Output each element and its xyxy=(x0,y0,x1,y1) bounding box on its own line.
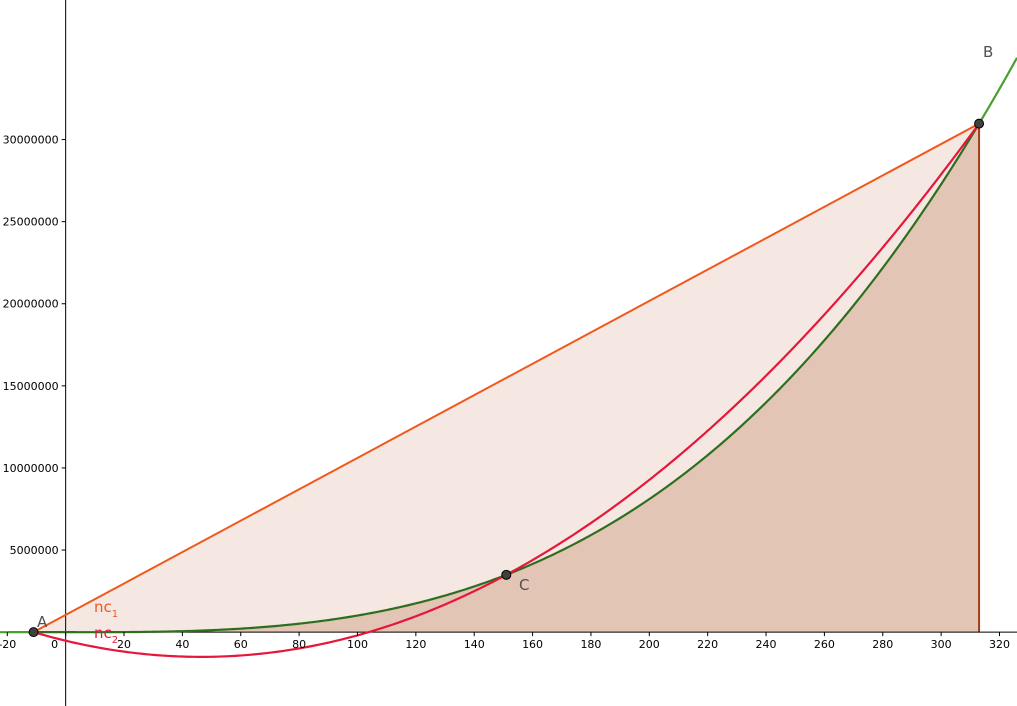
x-tick-label: 20 xyxy=(117,638,131,651)
label-nc1-sub: 1 xyxy=(112,609,118,620)
chord-line-nc1 xyxy=(33,122,980,634)
x-tick-label: 40 xyxy=(175,638,189,651)
x-tick-label: 200 xyxy=(639,638,660,651)
x-tick-label: 160 xyxy=(522,638,543,651)
points xyxy=(28,118,985,638)
x-tick-label: -20 xyxy=(0,638,16,651)
x-tick-label: 320 xyxy=(989,638,1010,651)
label-c: C xyxy=(519,576,529,594)
cubic-curve-right xyxy=(978,57,1017,125)
point-c xyxy=(501,569,512,580)
x-tick-label: 60 xyxy=(234,638,248,651)
curve-labels: A B C nc1 nc2 xyxy=(37,43,993,646)
y-tick-label: 15000000 xyxy=(3,380,59,393)
point-a xyxy=(28,627,39,638)
x-tick-label: 140 xyxy=(464,638,485,651)
x-tick-label: 300 xyxy=(931,638,952,651)
y-tick-label: 5000000 xyxy=(10,544,59,557)
x-tick-label: 220 xyxy=(697,638,718,651)
label-nc2: nc2 xyxy=(94,624,118,646)
y-tick-label: 10000000 xyxy=(3,462,59,475)
point-b xyxy=(974,118,985,129)
x-tick-label: 280 xyxy=(872,638,893,651)
label-nc1-main: nc xyxy=(94,598,112,616)
label-nc2-sub: 2 xyxy=(112,635,118,646)
x-tick-label: 100 xyxy=(347,638,368,651)
y-tick-label: 25000000 xyxy=(3,216,59,229)
label-nc1: nc1 xyxy=(94,598,118,620)
region-cubic-area xyxy=(33,123,980,633)
x-tick-label: 180 xyxy=(580,638,601,651)
y-tick-label: 30000000 xyxy=(3,134,59,147)
y-axis-ticks: 5000000 10000000 15000000 20000000 25000000 3… xyxy=(3,134,66,557)
x-tick-label: 240 xyxy=(756,638,777,651)
x-tick-label: 0 xyxy=(51,638,58,651)
label-b: B xyxy=(983,43,993,61)
x-tick-label: 80 xyxy=(292,638,306,651)
label-nc2-main: nc xyxy=(94,624,112,642)
x-tick-label: 120 xyxy=(405,638,426,651)
x-axis-ticks: -20 0 20 40 60 80 100 120 140 160 180 200 220 240 260 2… xyxy=(0,632,1010,651)
x-tick-label: 260 xyxy=(814,638,835,651)
label-a: A xyxy=(37,613,48,631)
y-tick-label: 20000000 xyxy=(3,298,59,311)
